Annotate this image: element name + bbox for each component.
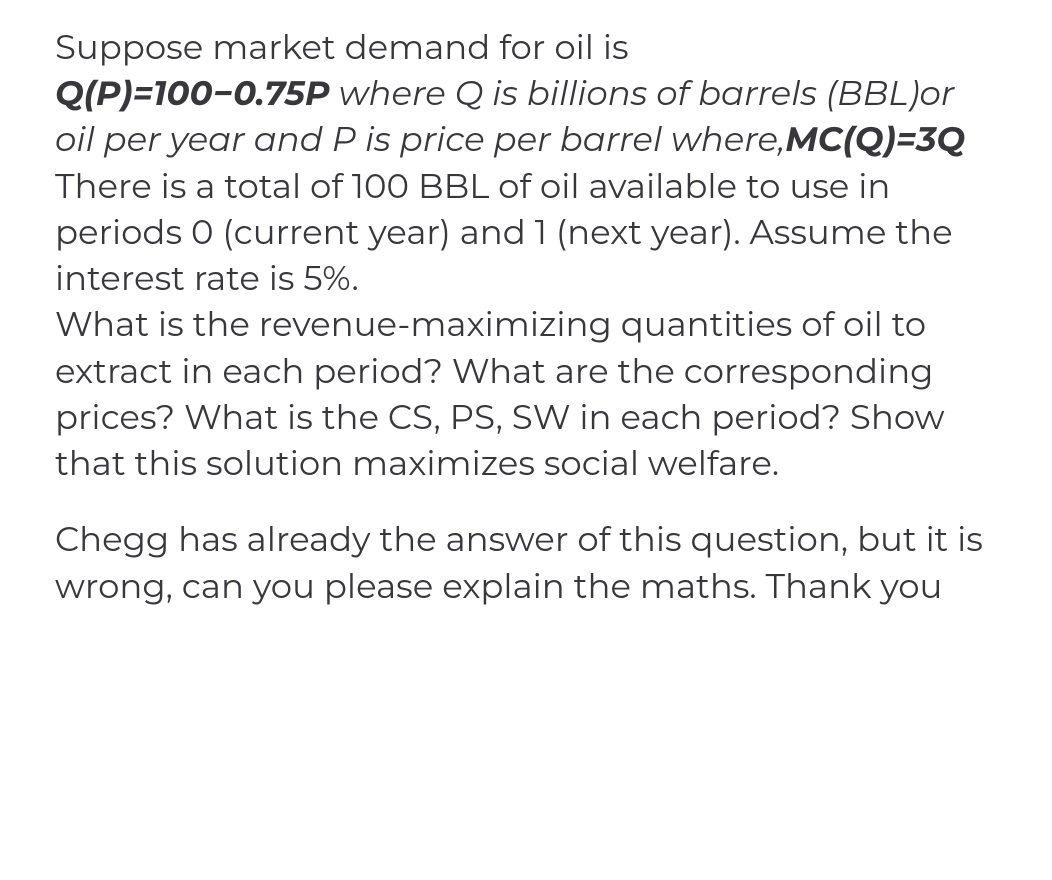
equation-1: Q(P)=100−0.75P xyxy=(55,72,330,114)
equation-block-1: Q(P)=100−0.75P where Q is billions of ba… xyxy=(55,72,965,160)
equation-2: MC(Q)=3Q xyxy=(785,118,965,160)
text-line-4: What is the revenue-maximizing quantitie… xyxy=(55,303,945,484)
text-line-3: There is a total of 100 BBL of oil avail… xyxy=(55,165,953,299)
text-line-5: Chegg has already the answer of this que… xyxy=(55,518,983,606)
text-line-1: Suppose market demand for oil is xyxy=(55,26,629,68)
question-page: Suppose market demand for oil is Q(P)=10… xyxy=(0,0,1052,880)
question-paragraph-2: Chegg has already the answer of this que… xyxy=(55,516,997,608)
question-paragraph-1: Suppose market demand for oil is Q(P)=10… xyxy=(55,24,997,486)
